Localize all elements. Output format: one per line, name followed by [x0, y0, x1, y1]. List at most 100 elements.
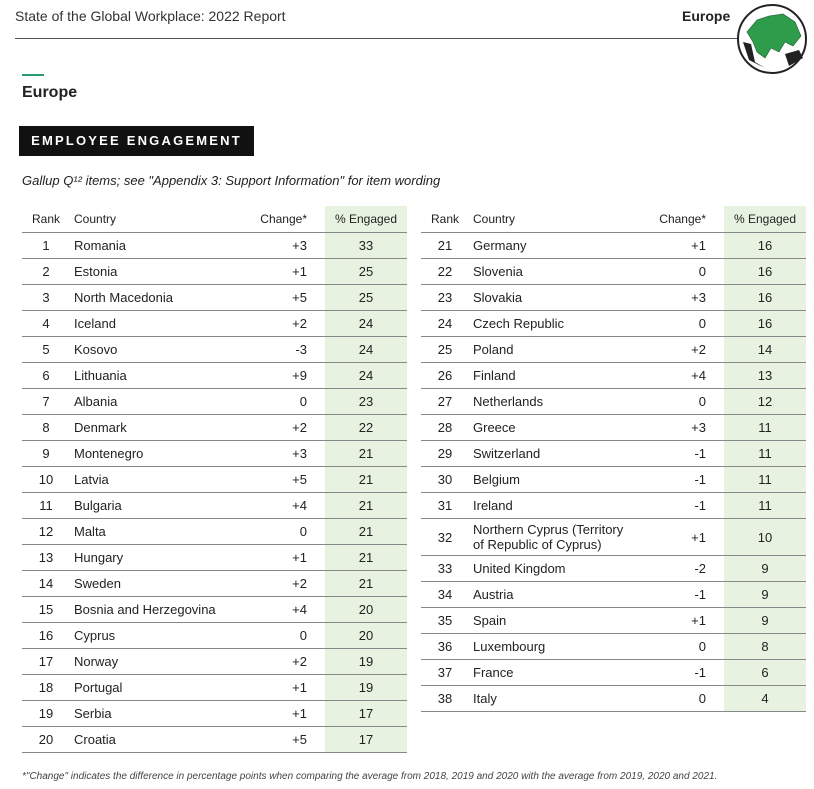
column-header: Change*	[639, 206, 724, 233]
country-cell: Kosovo	[70, 336, 240, 363]
change-cell: +2	[639, 336, 724, 363]
header-row: Rank Country Change*% Engaged	[22, 206, 407, 233]
change-cell: +3	[639, 284, 724, 311]
table-row: 32 Northern Cyprus (Territory of Republic…	[421, 518, 806, 556]
change-cell: +5	[240, 466, 325, 493]
country-cell: Montenegro	[70, 440, 240, 467]
column-header: % Engaged	[325, 206, 407, 233]
rank-cell: 32	[421, 518, 469, 556]
country-cell: Greece	[469, 414, 639, 441]
engaged-cell: 11	[724, 414, 806, 441]
engaged-cell: 17	[325, 726, 407, 753]
engaged-cell: 8	[724, 633, 806, 660]
country-cell: Croatia	[70, 726, 240, 753]
table-row: 11 Bulgaria +4 21	[22, 492, 407, 519]
table-row: 24 Czech Republic 0 16	[421, 310, 806, 337]
rank-cell: 37	[421, 659, 469, 686]
engaged-cell: 21	[325, 466, 407, 493]
country-cell: Romania	[70, 232, 240, 259]
table-row: 1 Romania +3 33	[22, 232, 407, 259]
engaged-cell: 21	[325, 544, 407, 571]
rank-cell: 15	[22, 596, 70, 623]
rank-cell: 1	[22, 232, 70, 259]
rank-cell: 16	[22, 622, 70, 649]
table-row: 28 Greece +3 11	[421, 414, 806, 441]
table: Rank Country Change*% Engaged 1 Romania +3 33 2…	[22, 206, 407, 753]
country-cell: Austria	[469, 581, 639, 608]
country-cell: Czech Republic	[469, 310, 639, 337]
rank-cell: 10	[22, 466, 70, 493]
change-cell: 0	[639, 258, 724, 285]
column-header: Country	[469, 206, 639, 233]
column-header: % Engaged	[724, 206, 806, 233]
country-cell: Finland	[469, 362, 639, 389]
header-region: Europe	[682, 8, 731, 24]
table-row: 26 Finland +4 13	[421, 362, 806, 389]
rank-cell: 28	[421, 414, 469, 441]
table-row: 35 Spain +1 9	[421, 607, 806, 634]
change-cell: +4	[240, 596, 325, 623]
country-cell: Cyprus	[70, 622, 240, 649]
engaged-cell: 13	[724, 362, 806, 389]
rank-cell: 5	[22, 336, 70, 363]
table-row: 8 Denmark +2 22	[22, 414, 407, 441]
rank-cell: 35	[421, 607, 469, 634]
column-header: Country	[70, 206, 240, 233]
country-cell: Germany	[469, 232, 639, 259]
rank-cell: 30	[421, 466, 469, 493]
subtitle: Gallup Q¹² items; see "Appendix 3: Suppo…	[22, 173, 441, 188]
country-cell: Ireland	[469, 492, 639, 519]
table-row: 29 Switzerland -1 11	[421, 440, 806, 467]
country-cell: North Macedonia	[70, 284, 240, 311]
change-cell: 0	[639, 388, 724, 415]
engaged-cell: 9	[724, 607, 806, 634]
engaged-cell: 21	[325, 492, 407, 519]
change-cell: -1	[639, 440, 724, 467]
rank-cell: 3	[22, 284, 70, 311]
change-cell: 0	[639, 633, 724, 660]
country-cell: Albania	[70, 388, 240, 415]
country-cell: Serbia	[70, 700, 240, 727]
table-row: 9 Montenegro +3 21	[22, 440, 407, 467]
country-cell: Italy	[469, 685, 639, 712]
header-rule	[15, 38, 740, 39]
rank-cell: 21	[421, 232, 469, 259]
country-cell: Norway	[70, 648, 240, 675]
change-cell: +1	[240, 674, 325, 701]
change-cell: +1	[639, 518, 724, 556]
table-row: 13 Hungary +1 21	[22, 544, 407, 571]
engaged-cell: 14	[724, 336, 806, 363]
rank-cell: 6	[22, 362, 70, 389]
country-cell: Estonia	[70, 258, 240, 285]
rank-cell: 20	[22, 726, 70, 753]
change-cell: -1	[639, 466, 724, 493]
change-cell: -1	[639, 581, 724, 608]
engaged-cell: 11	[724, 466, 806, 493]
table-row: 19 Serbia +1 17	[22, 700, 407, 727]
rank-cell: 34	[421, 581, 469, 608]
table-row: 37 France -1 6	[421, 659, 806, 686]
engaged-cell: 16	[724, 310, 806, 337]
rank-cell: 18	[22, 674, 70, 701]
table-row: 23 Slovakia +3 16	[421, 284, 806, 311]
rank-cell: 12	[22, 518, 70, 545]
table-row: 33 United Kingdom -2 9	[421, 555, 806, 582]
engaged-cell: 9	[724, 555, 806, 582]
table-row: 5 Kosovo -3 24	[22, 336, 407, 363]
country-cell: Belgium	[469, 466, 639, 493]
change-cell: -1	[639, 492, 724, 519]
country-cell: France	[469, 659, 639, 686]
change-cell: +3	[639, 414, 724, 441]
change-cell: +1	[639, 607, 724, 634]
engaged-cell: 21	[325, 518, 407, 545]
change-cell: 0	[240, 518, 325, 545]
engaged-cell: 9	[724, 581, 806, 608]
country-cell: Portugal	[70, 674, 240, 701]
column-header: Change*	[240, 206, 325, 233]
engaged-cell: 21	[325, 440, 407, 467]
engaged-cell: 20	[325, 622, 407, 649]
country-cell: Netherlands	[469, 388, 639, 415]
engaged-cell: 11	[724, 440, 806, 467]
change-cell: -2	[639, 555, 724, 582]
engaged-cell: 19	[325, 648, 407, 675]
